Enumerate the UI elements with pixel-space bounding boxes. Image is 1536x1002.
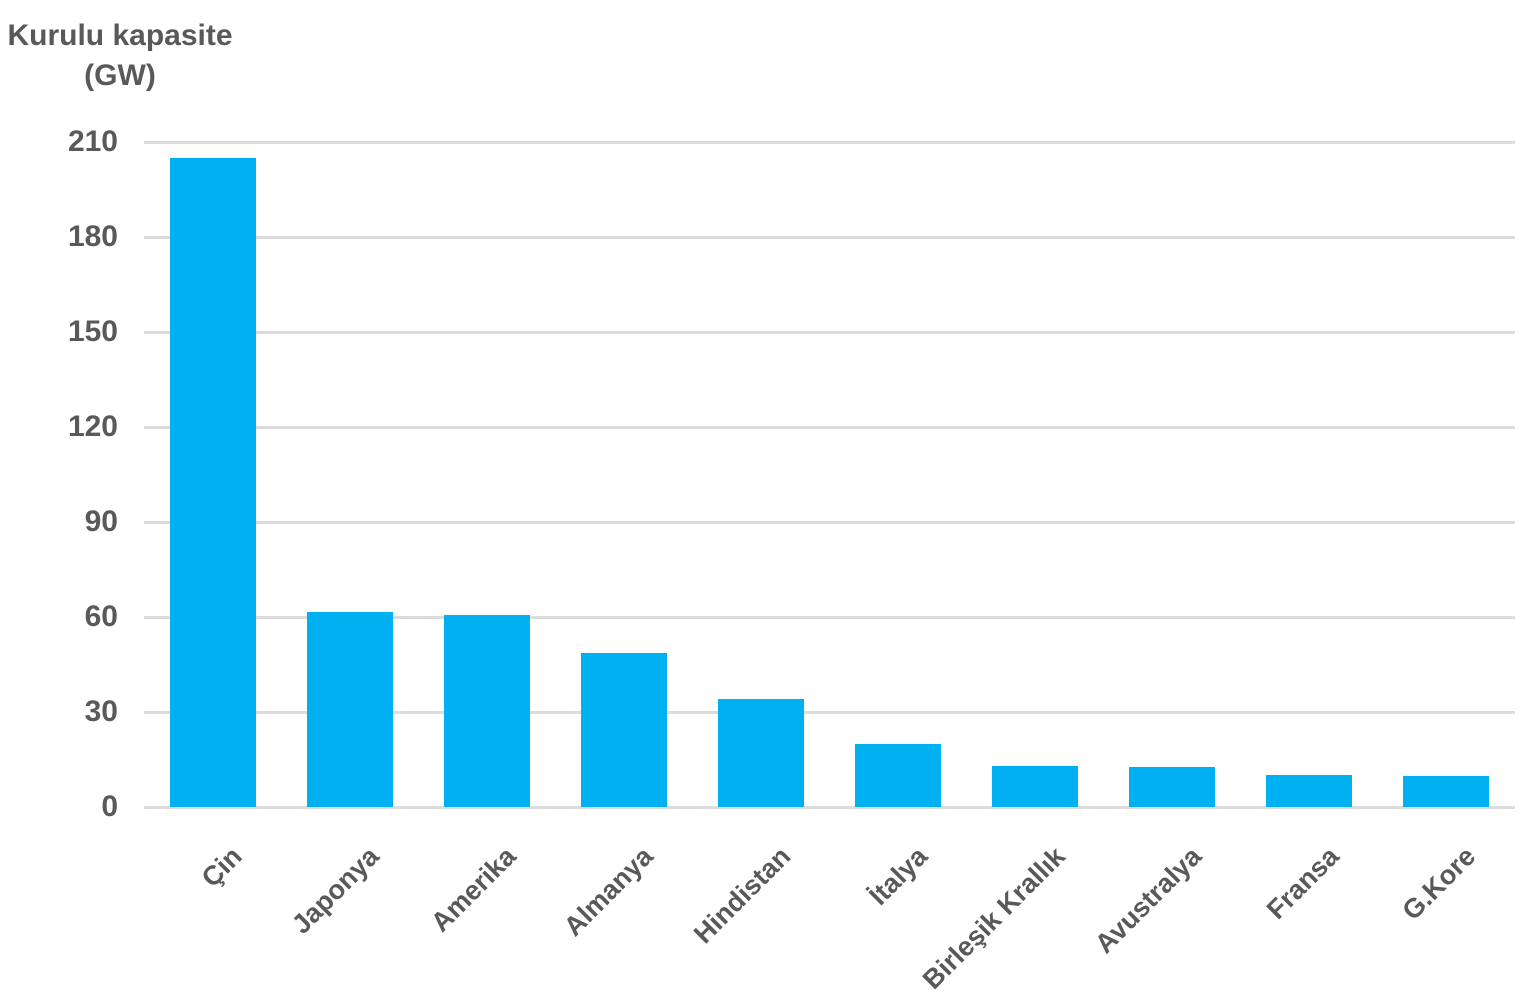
x-axis-category-label: G.Kore [1396, 841, 1482, 926]
y-axis-tick-label: 0 [101, 790, 118, 823]
bar [1266, 775, 1353, 807]
y-axis-tick-label: 90 [84, 505, 118, 538]
bar [306, 612, 393, 807]
x-axis-category-label: Çin [195, 841, 248, 893]
chart-title-line1: Kurulu kapasite [7, 19, 233, 52]
x-axis-category-label: İtalya [863, 841, 934, 912]
gridline-150 [144, 330, 1515, 334]
x-axis-category-label: Birleşik Krallık [916, 841, 1071, 995]
x-axis-category-label: Japonya [286, 841, 385, 940]
bar [717, 699, 804, 807]
y-axis-tick-label: 30 [84, 695, 118, 728]
bar [443, 615, 530, 807]
gridline-90 [144, 520, 1515, 524]
x-axis-category-label: Avustralya [1089, 841, 1208, 960]
y-axis-tick-label: 120 [67, 410, 118, 443]
bar [855, 743, 942, 807]
x-axis-category-label: Amerika [425, 841, 522, 938]
chart-title-line2: (GW) [84, 59, 156, 92]
bar [1403, 776, 1490, 807]
y-axis-tick-label: 180 [67, 220, 118, 253]
y-axis-tick-label: 210 [67, 125, 118, 158]
gridline-120 [144, 425, 1515, 429]
gridline-60 [144, 615, 1515, 619]
gridline-0 [144, 805, 1515, 809]
bar [992, 766, 1079, 807]
gridline-210 [144, 140, 1515, 144]
y-axis-tick-label: 150 [67, 315, 118, 348]
bar [580, 653, 667, 807]
gridline-180 [144, 235, 1515, 239]
bar [169, 157, 256, 807]
x-axis-category-label: Almanya [558, 841, 660, 942]
x-axis-category-label: Fransa [1260, 841, 1345, 925]
bar [1129, 767, 1216, 807]
chart-title: Kurulu kapasite (GW) [2, 16, 238, 96]
y-axis-tick-label: 60 [84, 600, 118, 633]
x-axis-category-label: Hindistan [687, 841, 797, 950]
gridline-30 [144, 710, 1515, 714]
